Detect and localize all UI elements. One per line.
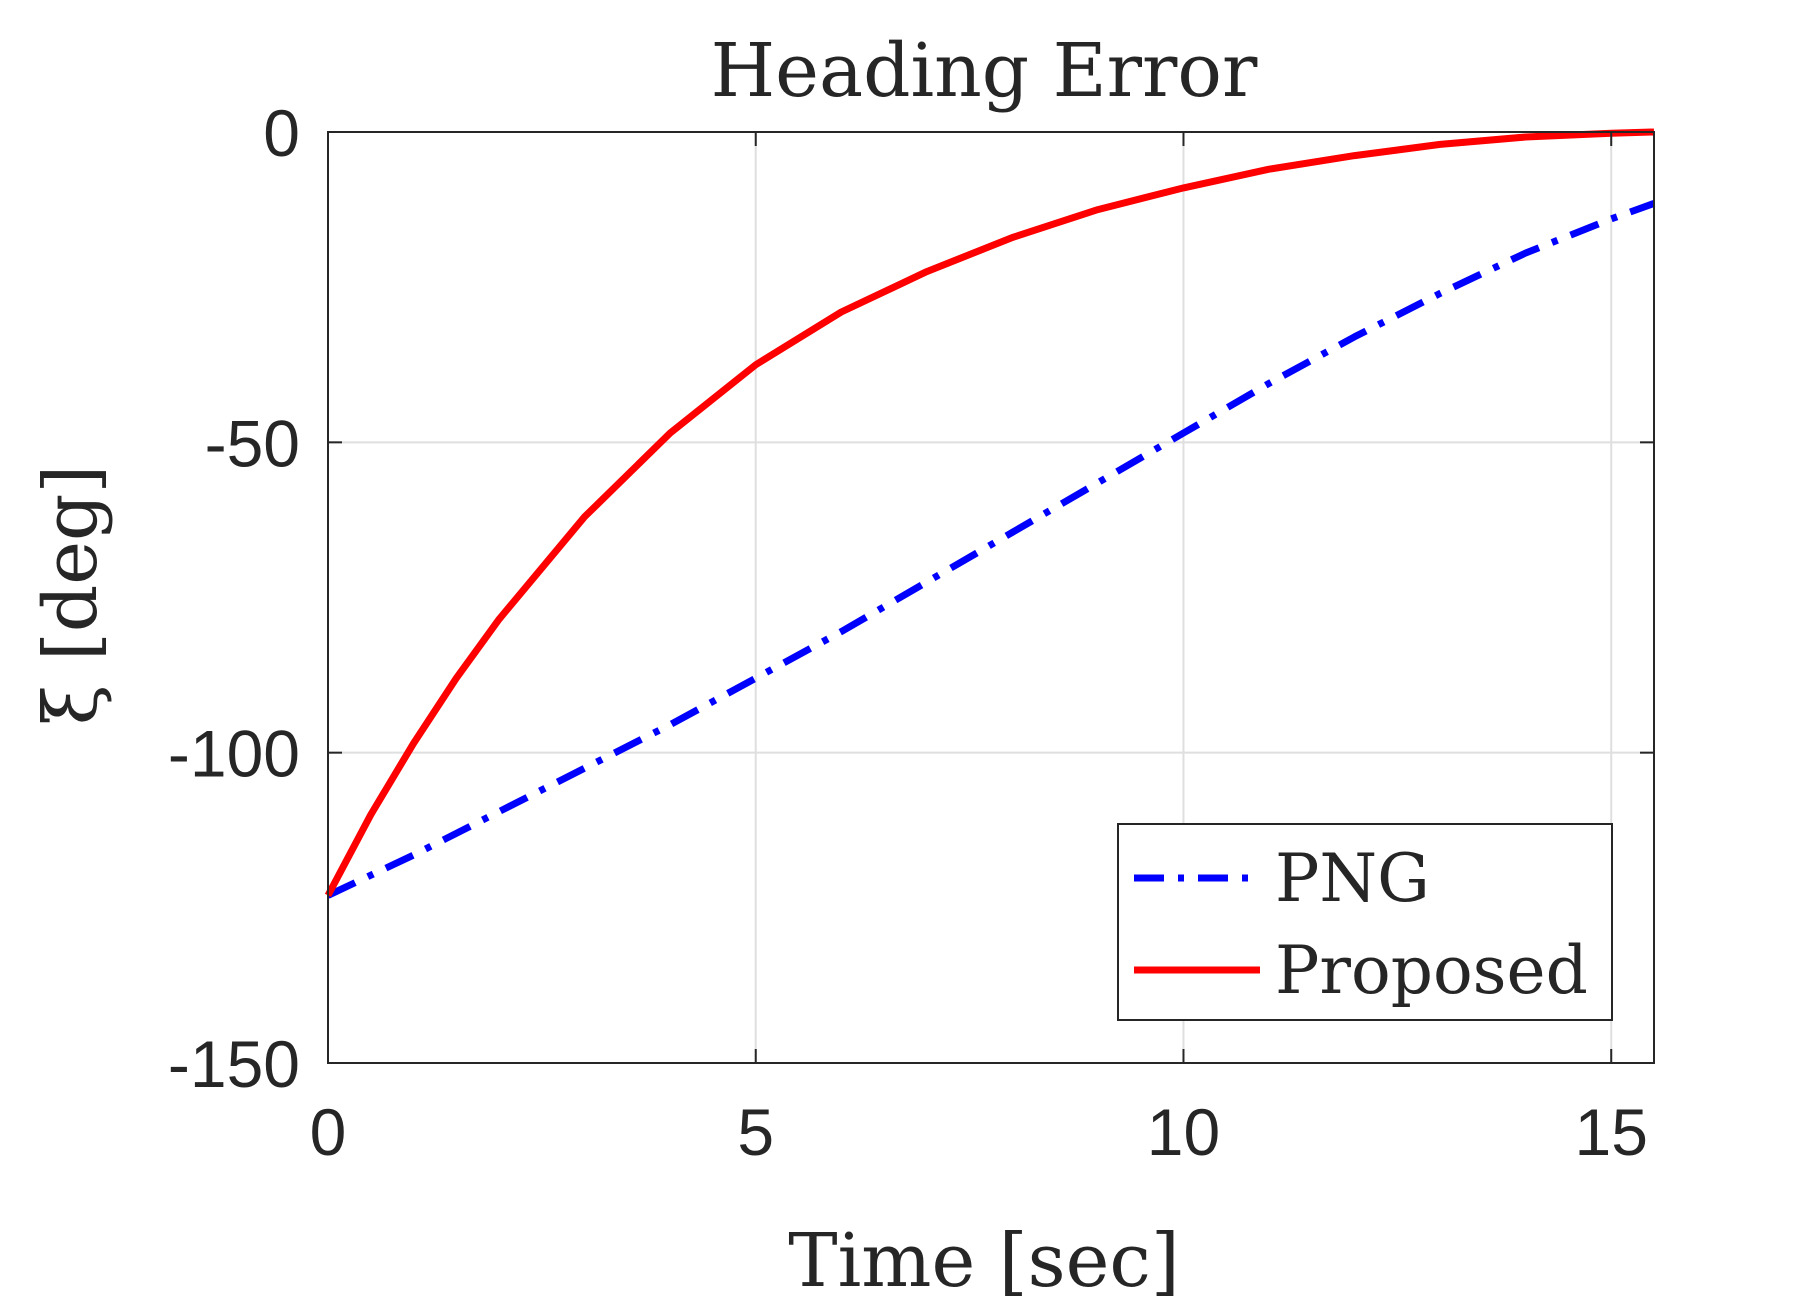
legend-label-proposed: Proposed [1275,932,1588,1009]
chart-title: Heading Error [711,28,1258,114]
y-tick-label: -150 [168,1027,300,1101]
y-tick-label: -50 [205,406,300,480]
x-tick-label: 10 [1147,1095,1220,1169]
series-line-png [326,200,1656,899]
x-axis-label: Time [sec] [788,1218,1179,1299]
legend-box [1117,823,1613,1021]
x-tick-label: 15 [1575,1095,1648,1169]
y-tick-label: 0 [263,96,300,170]
x-tick-label: 0 [310,1095,347,1169]
x-tick-label: 5 [737,1095,774,1169]
tick-labels: 0 5 10 15 0 -50 -100 -150 [168,96,1648,1169]
y-axis-label: ξ [deg] [28,465,114,726]
series-lines [324,128,1656,899]
plot-frame [327,131,1655,1064]
series-line-proposed [324,128,1655,898]
legend-label-png: PNG [1275,840,1430,917]
legend: PNG Proposed [1117,823,1613,1021]
y-tick-label: -100 [168,717,300,791]
axis-ticks [327,131,1654,1064]
